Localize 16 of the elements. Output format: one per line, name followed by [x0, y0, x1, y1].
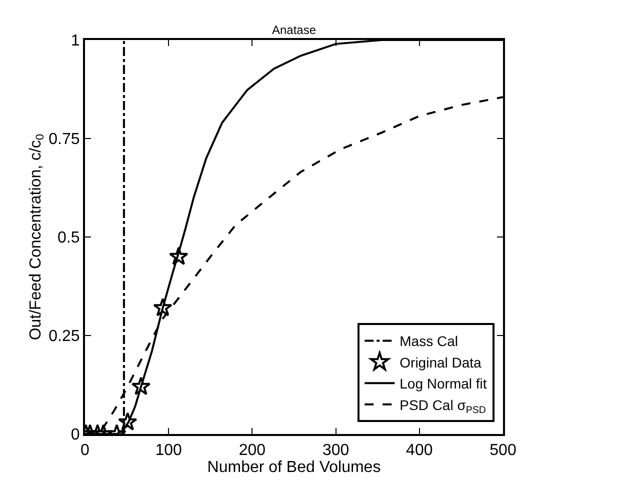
y-tick-label: 0.75: [48, 131, 80, 148]
x-tick-label: 300: [322, 442, 350, 460]
x-tick-label: 200: [238, 442, 266, 460]
x-tick-label: 400: [406, 442, 433, 460]
x-tick-label: 500: [490, 442, 516, 460]
y-tick-label: 0.25: [48, 328, 80, 346]
x-tick-label: 100: [155, 442, 182, 460]
y-tick-label: 0.5: [58, 230, 80, 247]
y-tick-label: 1: [70, 32, 80, 50]
legend-label: PSD Cal σ$_{PSD}$: [400, 396, 486, 416]
chart-title: Anatase: [272, 23, 316, 38]
legend-label: Mass Cal: [400, 333, 458, 350]
legend-label: Log Normal fit: [400, 376, 487, 392]
legend-label: Original Data: [400, 354, 482, 370]
x-axis-title: Number of Bed Volumes: [207, 459, 381, 476]
y-tick-label: 0: [70, 426, 80, 444]
